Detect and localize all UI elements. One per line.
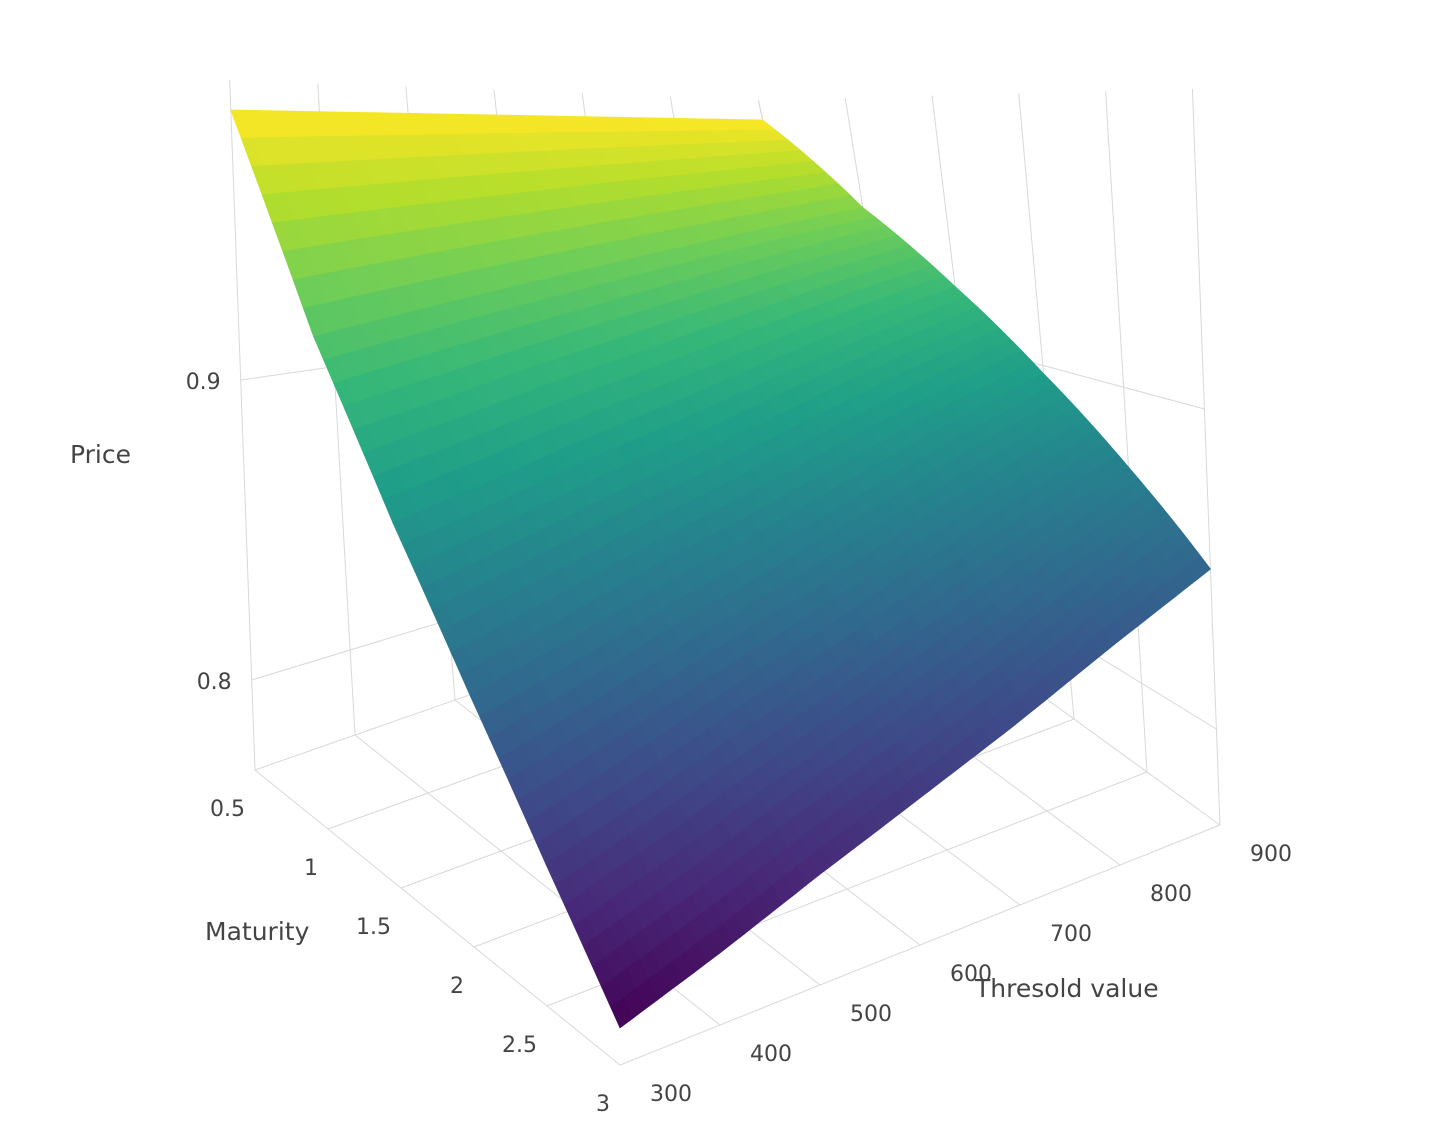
x-tick-label: 400 — [750, 1042, 792, 1067]
y-tick-label: 2.5 — [502, 1033, 537, 1058]
x-axis-title: Thresold value — [974, 974, 1159, 1003]
x-tick-label: 700 — [1050, 922, 1092, 947]
y-tick-label: 0.5 — [210, 797, 245, 822]
y-grid-line — [619, 824, 1221, 1066]
x-tick-label: 500 — [850, 1002, 892, 1027]
surface-patch — [610, 997, 633, 1029]
x-tick-label: 600 — [950, 962, 992, 987]
z-axis-title: Price — [70, 440, 131, 469]
labels: 300 400 500 600 700 800 900 0.5 1 1.5 2 2.5 3 0.8 0.9 — [186, 370, 1292, 1117]
y-axis-title: Maturity — [205, 917, 310, 946]
x-tick-label: 900 — [1250, 842, 1292, 867]
y-grid-line — [1105, 91, 1148, 773]
x-grid-line — [229, 79, 256, 771]
x-grid-line — [254, 769, 621, 1066]
z-tick-label: 0.8 — [197, 670, 232, 695]
y-tick-label: 1.5 — [356, 915, 391, 940]
surface — [230, 109, 1211, 1029]
y-grid-line — [1191, 88, 1221, 826]
y-tick-label: 1 — [304, 856, 318, 881]
y-tick-label: 2 — [450, 974, 464, 999]
z-tick-label: 0.9 — [186, 370, 221, 395]
x-tick-label: 800 — [1150, 882, 1192, 907]
x-tick-label: 300 — [650, 1082, 692, 1107]
y-tick-label: 3 — [596, 1092, 610, 1117]
